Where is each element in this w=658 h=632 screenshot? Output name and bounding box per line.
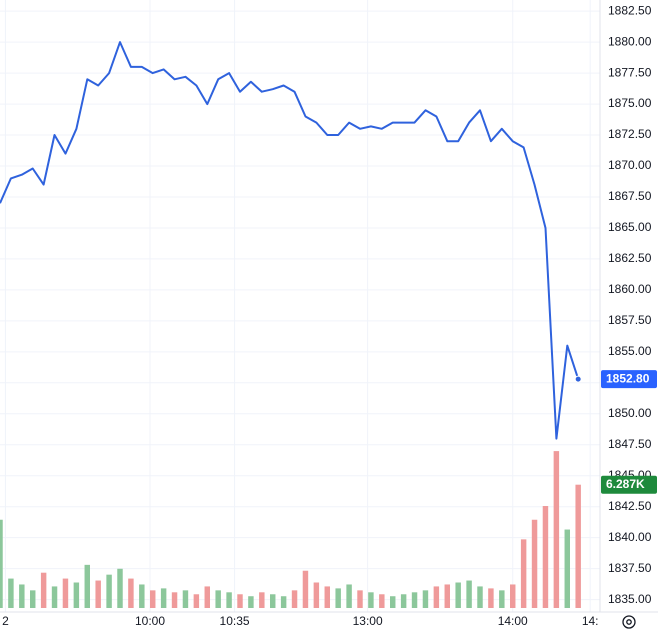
price-line (0, 41, 580, 440)
y-tick-label: 1870.00 (608, 158, 652, 172)
volume-bar (215, 590, 221, 608)
volume-bar (204, 586, 210, 608)
volume-bar (510, 584, 516, 608)
volume-bar (488, 588, 494, 608)
volume-bar (182, 590, 189, 608)
y-tick-label: 1840.00 (608, 530, 652, 544)
volume-bar (575, 484, 581, 608)
volume-bar (324, 586, 330, 608)
volume-bar (357, 590, 363, 608)
volume-bar (95, 580, 101, 608)
y-tick-label: 1857.50 (608, 313, 652, 327)
last-price-label: 1852.80 (606, 371, 650, 385)
volume-bar (259, 592, 265, 608)
volume-bar (73, 582, 80, 608)
y-tick-label: 1842.50 (608, 499, 652, 513)
volume-bar (62, 578, 69, 608)
volume-bar (411, 592, 418, 608)
y-tick-label: 1847.50 (608, 437, 652, 451)
volume-bar (30, 590, 36, 608)
volume-bar (171, 592, 178, 608)
grid (0, 0, 600, 612)
volume-bar (553, 451, 560, 608)
x-tick-label: 10:00 (135, 614, 165, 628)
x-tick-label: 2 (2, 614, 9, 628)
volume-bar (8, 578, 14, 608)
volume-bar (280, 596, 287, 608)
volume-bar (444, 584, 450, 608)
volume-bar (19, 584, 25, 608)
y-tick-label: 1860.00 (608, 282, 652, 296)
last-volume-box (601, 475, 657, 494)
last-point (574, 375, 582, 383)
volume-bar (531, 519, 538, 608)
volume-bar (390, 596, 396, 608)
volume-bar (0, 519, 3, 608)
y-tick-label: 1865.00 (608, 220, 652, 234)
volume-bar (542, 506, 549, 608)
volume-bar (564, 529, 570, 608)
volume-bar (226, 592, 232, 608)
x-tick-label: 10:35 (220, 614, 250, 628)
volume-bar (84, 564, 90, 608)
y-tick-label: 1877.50 (608, 65, 652, 79)
volume-bar (139, 584, 145, 608)
y-tick-label: 1875.00 (608, 96, 652, 110)
volume-bar (160, 588, 167, 608)
volume-bar (422, 590, 429, 608)
volume-bar (248, 596, 254, 608)
x-tick-label: 13:00 (353, 614, 383, 628)
y-tick-label: 1855.00 (608, 344, 652, 358)
x-tick-label: 14: (582, 614, 599, 628)
y-tick-label: 1862.50 (608, 251, 652, 265)
x-tick-label: 14:00 (498, 614, 528, 628)
settings-icon[interactable] (622, 615, 636, 629)
y-tick-label: 1882.50 (608, 3, 652, 17)
y-tick-label: 1837.50 (608, 561, 652, 575)
y-tick-label: 1867.50 (608, 189, 652, 203)
volume-bar (455, 582, 461, 608)
volume-bar (40, 572, 47, 608)
y-tick-label: 1835.00 (608, 592, 652, 606)
y-tick-label: 1872.50 (608, 127, 652, 141)
volume-bar (150, 590, 156, 608)
last-volume-label: 6.287K (606, 477, 645, 491)
volume-bar (335, 588, 341, 608)
volume-bar (106, 574, 112, 608)
last-price-box (601, 370, 657, 389)
volume-bar (346, 584, 352, 608)
volume-bar (237, 594, 243, 608)
volume-bar (117, 568, 123, 608)
volume-bar (466, 580, 472, 608)
volume-bar (193, 594, 200, 608)
y-tick-label: 1850.00 (608, 406, 652, 420)
volume-bar (368, 592, 374, 608)
y-tick-label: 1880.00 (608, 34, 652, 48)
volume-bar (291, 590, 298, 608)
volume-bar (51, 586, 58, 608)
volume-bar (128, 578, 134, 608)
volume-bar (302, 570, 309, 608)
volume-bar (400, 594, 407, 608)
volume-bar (379, 594, 385, 608)
volume-bar (433, 586, 440, 608)
volume-bar (270, 594, 276, 608)
volume-bar (520, 539, 527, 608)
volume-bar (499, 590, 505, 608)
volume-bar (477, 586, 483, 608)
volume-bar (313, 582, 320, 608)
